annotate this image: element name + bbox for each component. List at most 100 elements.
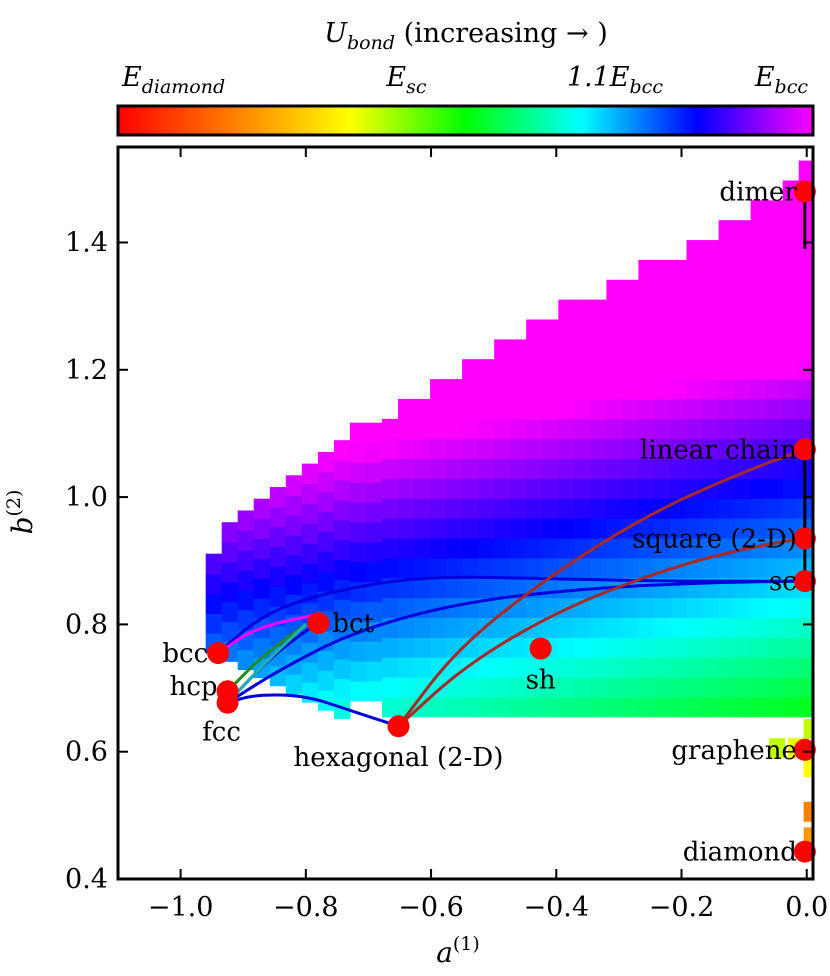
heatmap-cell (446, 577, 463, 599)
heatmap-cell (510, 677, 527, 698)
heatmap-cell (446, 498, 463, 519)
heatmap-cell (269, 506, 287, 528)
heatmap-cell (542, 696, 559, 718)
heatmap-cell (734, 220, 752, 241)
heatmap-cell (750, 677, 768, 698)
heatmap-cell (670, 557, 688, 579)
heatmap-cell (430, 657, 447, 678)
heatmap-cell (349, 422, 367, 444)
heatmap-cell (718, 379, 736, 400)
heatmap-cell (654, 259, 672, 281)
heatmap-cell (558, 359, 575, 380)
heatmap-cell (766, 657, 784, 678)
heatmap-cell (494, 518, 511, 539)
heatmap-cell (734, 379, 752, 400)
transition-path-7 (397, 447, 806, 728)
heatmap-cell (365, 422, 383, 444)
heatmap-cell (542, 359, 559, 380)
heatmap-cell (638, 677, 655, 698)
heatmap-cell (510, 637, 527, 658)
heatmap-cell (526, 696, 543, 718)
heatmap-cell (606, 398, 623, 420)
heatmap-cell (654, 577, 672, 599)
heatmap-cell (718, 498, 736, 519)
heatmap-cell (382, 677, 399, 698)
heatmap-cell (317, 471, 335, 493)
transition-path-2 (217, 575, 805, 655)
heatmap-cell (782, 279, 800, 301)
heatmap-cell (750, 279, 768, 301)
heatmap-cell (398, 677, 415, 698)
heatmap-cell (718, 418, 736, 440)
heatmap-cell (622, 696, 639, 718)
heatmap-cell (654, 657, 672, 678)
heatmap-cell (622, 617, 639, 638)
heatmap-cell (670, 597, 688, 618)
heatmap-cell (237, 629, 255, 651)
heatmap-cell (798, 637, 813, 658)
heatmap-cell (237, 510, 255, 531)
heatmap-cell (782, 240, 800, 261)
heatmap-cell (782, 458, 800, 479)
heatmap-cell (285, 495, 303, 516)
heatmap-cell (702, 597, 720, 618)
x-tick-label: −1.0 (148, 892, 214, 923)
x-axis-label: a(1) (436, 933, 480, 969)
heatmap-cell (365, 641, 383, 662)
heatmap-cell (606, 359, 623, 380)
heatmap-cell (398, 617, 415, 638)
heatmap-cell (478, 458, 495, 479)
heatmap-cell (574, 518, 591, 539)
heatmap-cell (590, 677, 607, 698)
heatmap-cell (670, 359, 688, 380)
heatmap-cell (365, 502, 383, 523)
heatmap-cell (702, 538, 720, 559)
heatmap-cell (782, 597, 800, 618)
heatmap-cell (622, 498, 639, 519)
heatmap-cell (365, 561, 383, 583)
heatmap-cell (798, 240, 813, 261)
heatmap-cell (606, 458, 623, 479)
heatmap-cell (734, 299, 752, 321)
heatmap-cell (478, 359, 495, 380)
heatmap-cell (269, 665, 287, 687)
heatmap-cell (590, 518, 607, 539)
heatmap-cell (590, 617, 607, 638)
heatmap-cell (686, 359, 704, 380)
heatmap-cell (237, 570, 255, 591)
heatmap-cell (798, 657, 813, 678)
heatmap-cell (750, 259, 768, 281)
structure-point-square-2-d- (793, 527, 816, 550)
heatmap-cell (654, 637, 672, 658)
heatmap-cell (654, 677, 672, 698)
heatmap-cell (462, 438, 479, 460)
heatmap-cell (590, 478, 607, 499)
colorbar-title: Ubond (increasing → ) (324, 18, 608, 54)
heatmap-cell (510, 657, 527, 678)
heatmap-cell (670, 458, 688, 479)
heatmap-cell (526, 478, 543, 499)
heatmap-cell (430, 498, 447, 519)
heatmap-cell (349, 522, 367, 543)
heatmap-cell (285, 554, 303, 576)
transition-path-5 (226, 623, 307, 704)
heatmap-cell (478, 577, 495, 599)
heatmap-cell (494, 617, 511, 638)
heatmap-cell (574, 617, 591, 638)
heatmap-cell (702, 696, 720, 718)
heatmap-cell (750, 617, 768, 638)
heatmap-cell (734, 597, 752, 618)
heatmap-cell (414, 478, 431, 499)
heatmap-cell (365, 601, 383, 622)
heatmap-cell (622, 538, 639, 559)
heatmap-cell (638, 617, 655, 638)
heatmap-cell (542, 458, 559, 479)
heatmap-cell (606, 657, 623, 678)
heatmap-cell (718, 637, 736, 658)
heatmap-cell (494, 379, 511, 400)
heatmap-cell (718, 279, 736, 301)
heatmap-cell (622, 557, 639, 579)
heatmap-cell (798, 279, 813, 301)
structure-point-fcc (216, 691, 239, 714)
heatmap-cell (734, 657, 752, 678)
